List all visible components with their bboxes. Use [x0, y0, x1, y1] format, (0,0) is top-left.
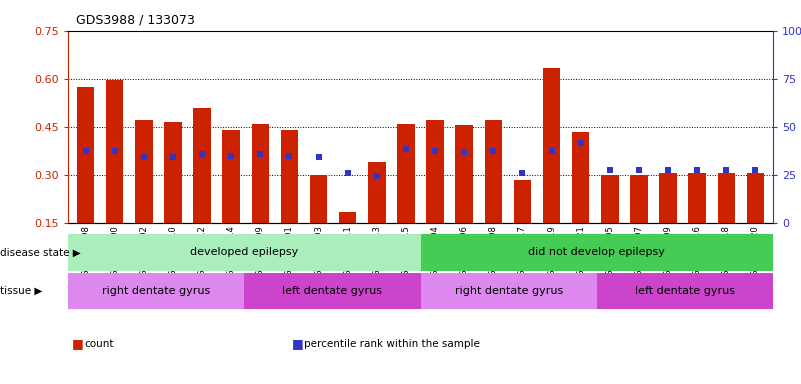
Bar: [689, 173, 706, 271]
Text: right dentate gyrus: right dentate gyrus: [454, 286, 563, 296]
Bar: [397, 124, 415, 271]
Bar: [513, 180, 531, 271]
Text: ■: ■: [72, 337, 84, 350]
Bar: [68, 273, 244, 309]
Bar: [601, 175, 618, 271]
Text: developed epilepsy: developed epilepsy: [190, 247, 299, 258]
Bar: [77, 87, 95, 271]
Text: did not develop epilepsy: did not develop epilepsy: [529, 247, 665, 258]
Bar: [280, 130, 298, 271]
Bar: [106, 80, 123, 271]
Bar: [339, 212, 356, 271]
Text: tissue ▶: tissue ▶: [0, 286, 42, 296]
Bar: [68, 234, 421, 271]
Bar: [244, 273, 421, 309]
Text: count: count: [84, 339, 114, 349]
Bar: [456, 125, 473, 271]
Bar: [223, 130, 240, 271]
Text: disease state ▶: disease state ▶: [0, 247, 81, 258]
Text: left dentate gyrus: left dentate gyrus: [635, 286, 735, 296]
Bar: [193, 108, 211, 271]
Bar: [485, 120, 502, 271]
Text: left dentate gyrus: left dentate gyrus: [283, 286, 382, 296]
Bar: [310, 175, 328, 271]
Bar: [421, 273, 597, 309]
Bar: [426, 120, 444, 271]
Bar: [747, 173, 764, 271]
Bar: [421, 234, 773, 271]
Bar: [572, 131, 590, 271]
Bar: [252, 124, 269, 271]
Text: percentile rank within the sample: percentile rank within the sample: [304, 339, 481, 349]
Bar: [135, 120, 152, 271]
Text: right dentate gyrus: right dentate gyrus: [102, 286, 211, 296]
Bar: [543, 68, 561, 271]
Bar: [718, 173, 735, 271]
Bar: [597, 273, 773, 309]
Bar: [368, 162, 385, 271]
Bar: [164, 122, 182, 271]
Text: GDS3988 / 133073: GDS3988 / 133073: [76, 14, 195, 27]
Text: ■: ■: [292, 337, 304, 350]
Bar: [630, 175, 648, 271]
Bar: [659, 173, 677, 271]
